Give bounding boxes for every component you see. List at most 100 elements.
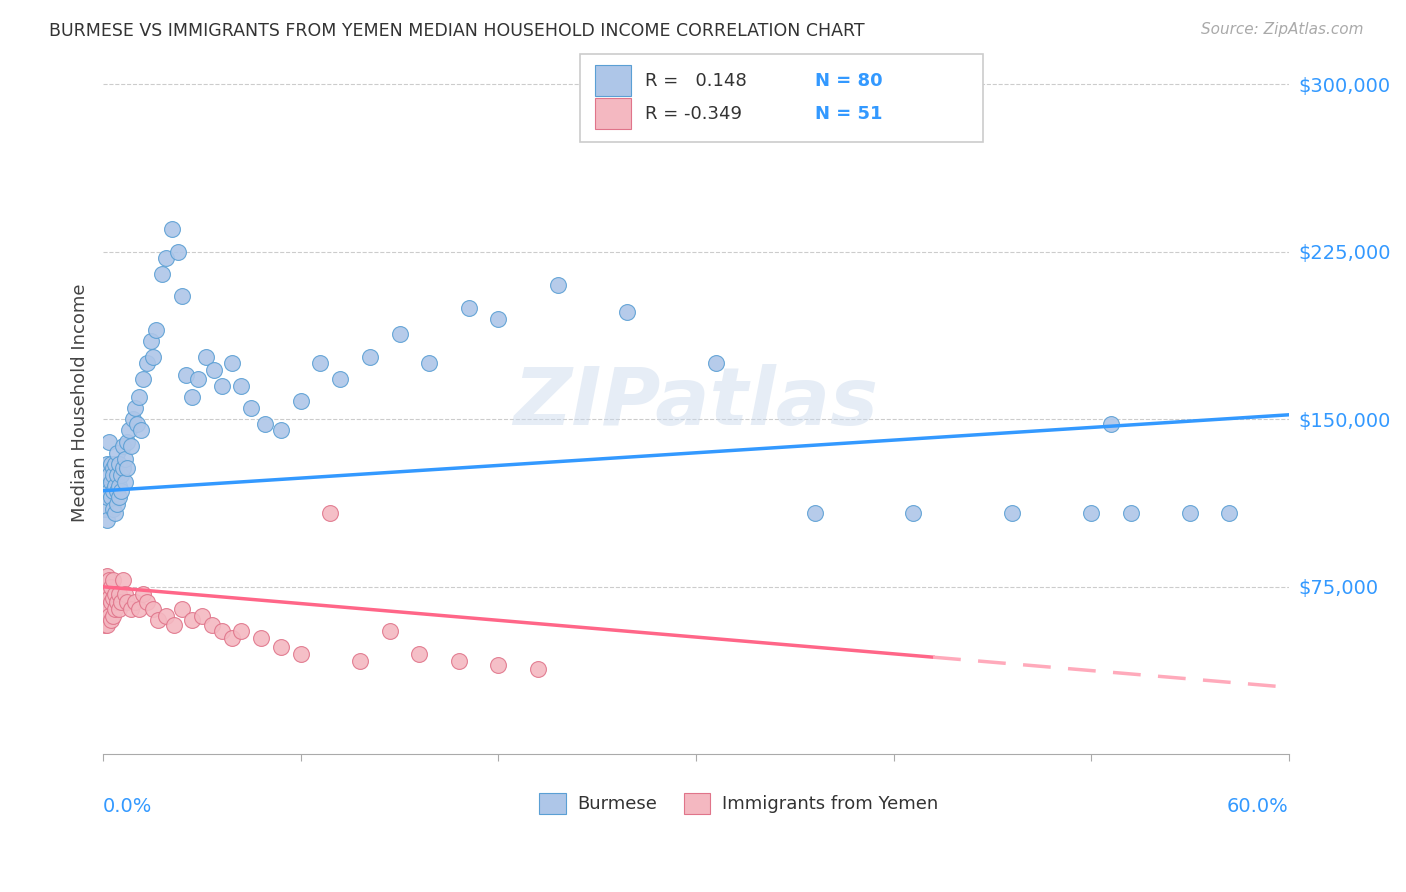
Point — [457, 301, 479, 315]
Point — [120, 439, 142, 453]
Point — [114, 586, 136, 600]
Point — [155, 252, 177, 266]
Point — [100, 457, 122, 471]
Point — [152, 267, 174, 281]
Point — [349, 654, 371, 668]
Point — [616, 305, 638, 319]
Point — [101, 501, 124, 516]
Point — [94, 479, 117, 493]
Y-axis label: Median Household Income: Median Household Income — [72, 284, 89, 522]
Point — [527, 663, 550, 677]
FancyBboxPatch shape — [595, 98, 631, 129]
Point — [181, 613, 204, 627]
Point — [135, 356, 157, 370]
Text: ZIPatlas: ZIPatlas — [513, 364, 879, 442]
Point — [108, 586, 131, 600]
Text: Source: ZipAtlas.com: Source: ZipAtlas.com — [1201, 22, 1364, 37]
Point — [100, 491, 122, 505]
Point — [101, 608, 124, 623]
Point — [704, 356, 727, 370]
Point — [111, 461, 134, 475]
Point — [131, 586, 153, 600]
FancyBboxPatch shape — [595, 65, 631, 96]
Point — [270, 424, 292, 438]
Point — [100, 475, 122, 489]
Point — [101, 461, 124, 475]
Point — [167, 244, 190, 259]
Point — [120, 602, 142, 616]
Point — [174, 368, 197, 382]
Point — [211, 378, 233, 392]
Point — [100, 613, 122, 627]
Point — [139, 334, 162, 348]
Point — [202, 363, 225, 377]
Point — [96, 602, 118, 616]
Point — [903, 506, 925, 520]
Point — [105, 446, 128, 460]
Point — [378, 624, 401, 639]
Point — [111, 439, 134, 453]
Point — [211, 624, 233, 639]
Point — [329, 372, 352, 386]
Point — [172, 289, 194, 303]
Point — [98, 468, 121, 483]
Point — [547, 278, 569, 293]
Point — [115, 434, 138, 449]
Point — [98, 591, 121, 605]
Point — [98, 434, 121, 449]
Point — [108, 491, 131, 505]
Point — [135, 595, 157, 609]
Point — [121, 412, 143, 426]
Point — [104, 602, 127, 616]
Text: Immigrants from Yemen: Immigrants from Yemen — [723, 795, 938, 813]
Point — [96, 617, 118, 632]
Point — [125, 417, 148, 431]
Point — [803, 506, 825, 520]
Point — [110, 468, 132, 483]
Text: R =   0.148: R = 0.148 — [645, 71, 747, 89]
FancyBboxPatch shape — [540, 793, 565, 814]
Point — [105, 468, 128, 483]
Point — [191, 608, 214, 623]
Point — [1178, 506, 1201, 520]
Point — [1001, 506, 1024, 520]
Point — [104, 457, 127, 471]
Point — [221, 631, 243, 645]
Point — [1218, 506, 1240, 520]
Point — [162, 222, 184, 236]
Point — [108, 457, 131, 471]
Point — [418, 356, 440, 370]
Point — [94, 501, 117, 516]
Point — [290, 394, 312, 409]
Point — [172, 602, 194, 616]
Point — [100, 580, 122, 594]
Point — [96, 568, 118, 582]
Point — [145, 323, 167, 337]
Point — [128, 602, 150, 616]
Point — [108, 479, 131, 493]
Point — [1099, 417, 1122, 431]
Point — [221, 356, 243, 370]
Point — [96, 513, 118, 527]
Point — [111, 573, 134, 587]
Point — [486, 311, 509, 326]
Point — [98, 573, 121, 587]
Point — [141, 350, 163, 364]
Point — [100, 595, 122, 609]
Point — [94, 602, 117, 616]
FancyBboxPatch shape — [579, 54, 983, 142]
Point — [110, 595, 132, 609]
Point — [94, 617, 117, 632]
Point — [250, 631, 273, 645]
Text: 60.0%: 60.0% — [1227, 797, 1289, 815]
FancyBboxPatch shape — [685, 793, 710, 814]
Point — [148, 613, 170, 627]
Point — [359, 350, 381, 364]
Point — [98, 608, 121, 623]
Point — [105, 483, 128, 498]
Point — [194, 350, 217, 364]
Point — [104, 479, 127, 493]
Point — [254, 417, 277, 431]
Point — [110, 483, 132, 498]
Point — [118, 424, 141, 438]
